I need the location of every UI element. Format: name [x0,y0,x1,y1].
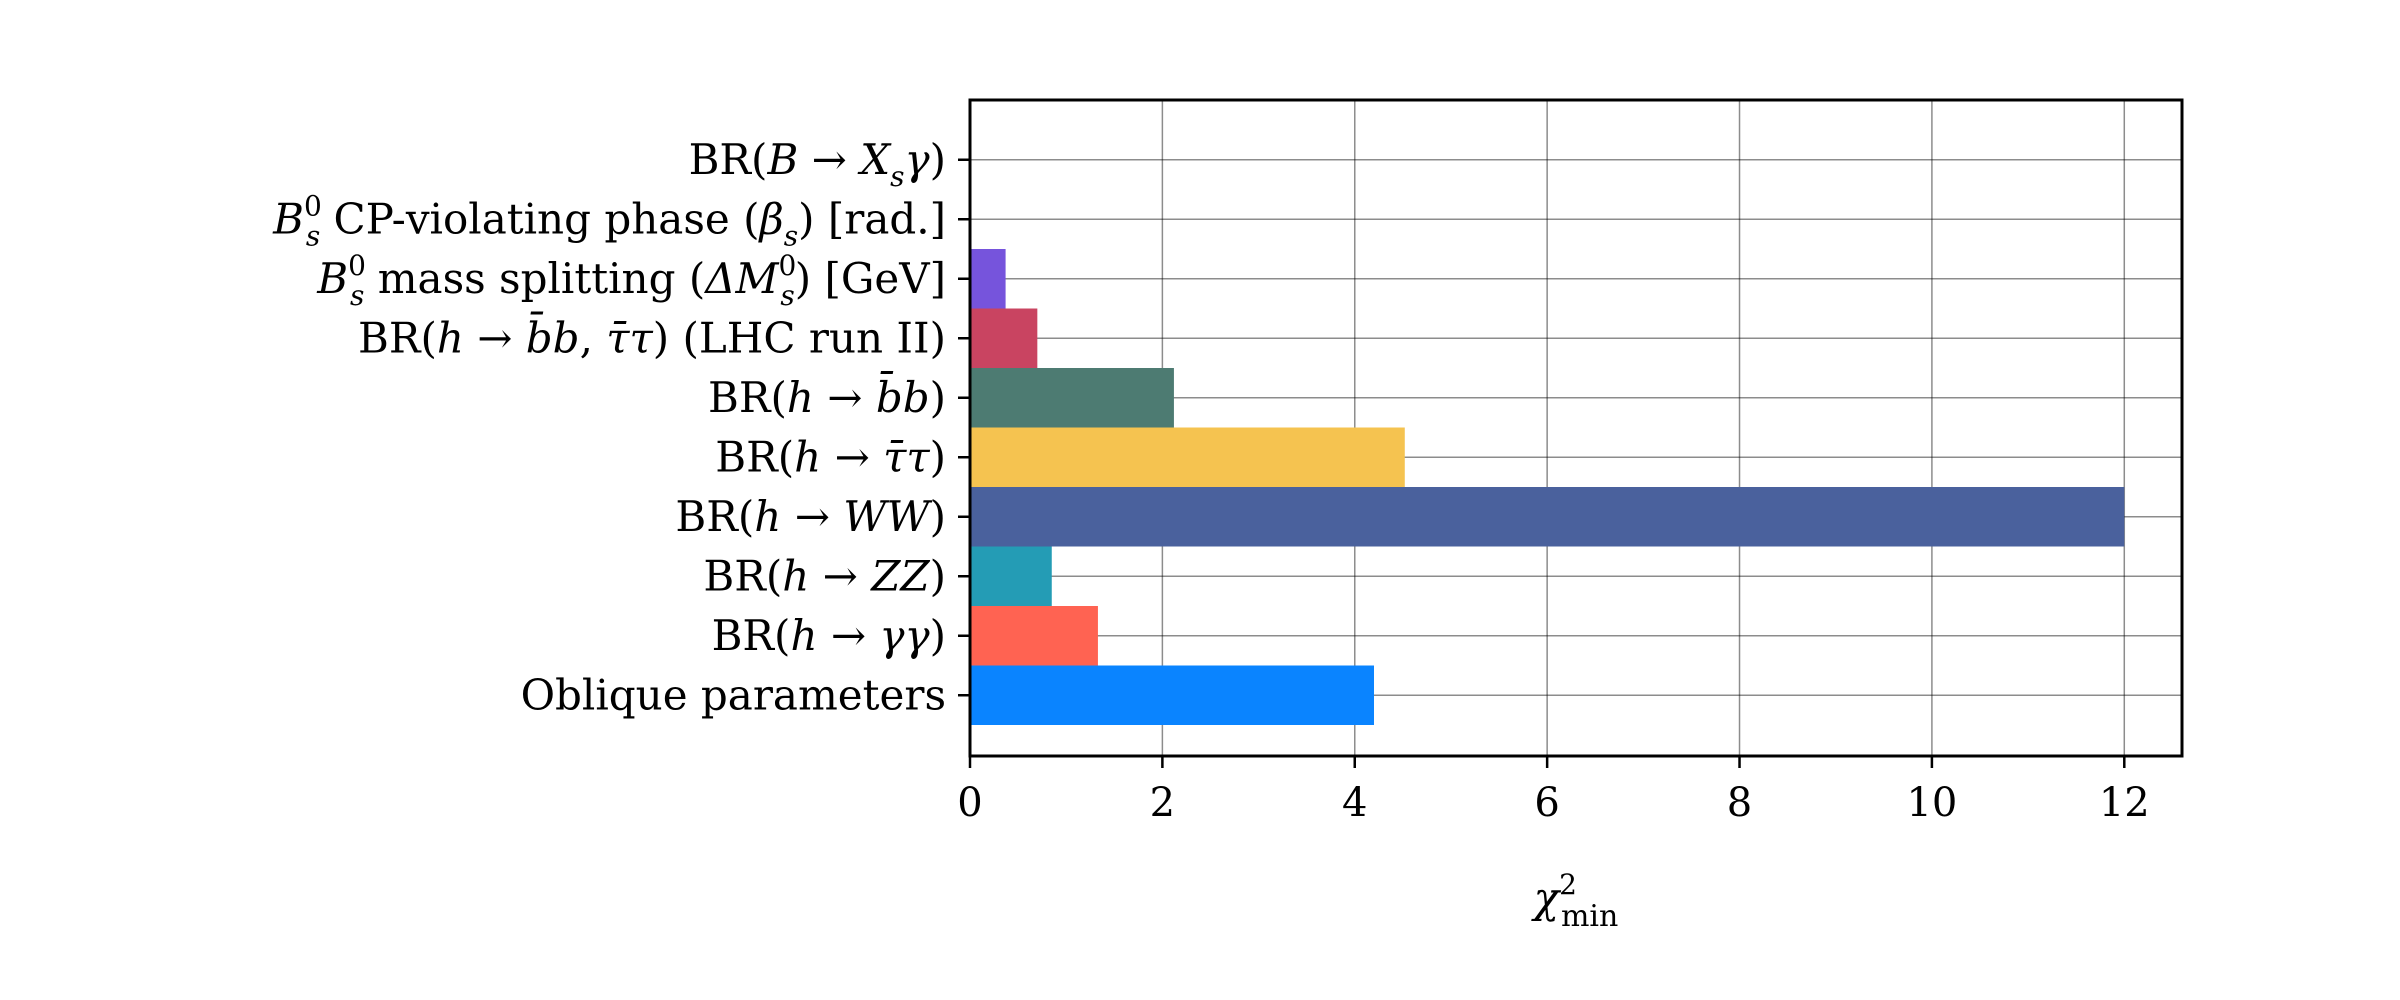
bars [970,249,2125,725]
bar [970,427,1405,487]
bar [970,249,1006,309]
y-category-label: BR(h → b̄b) [708,370,946,422]
bar [970,368,1174,428]
y-category-label: BR(h → τ̄τ) [715,432,946,481]
x-tick-label: 4 [1342,780,1367,826]
y-category-label: B0 s CP-violating phase (βs) [rad.] [272,189,946,252]
x-axis-ticks: 0 2 4 6 8 10 12 [957,756,2150,826]
y-category-label: BR(h → ZZ) [703,551,946,600]
bar [970,308,1038,368]
plot-frame [968,98,2184,758]
bar [970,546,1052,606]
x-tick-label: 0 [957,780,982,826]
x-tick-label: 12 [2099,780,2150,826]
x-tick-label: 6 [1534,780,1559,826]
y-category-label: Oblique parameters [521,670,946,719]
x-tick-label: 8 [1727,780,1752,826]
y-axis-category-labels: Oblique parameters BR(h → γγ) BR(h → ZZ) BR… [272,135,970,719]
y-category-label: BR(h → γγ) [712,611,946,660]
x-tick-label: 2 [1150,780,1175,826]
y-category-label: BR(h → WW) [675,492,946,541]
x-tick-label: 10 [1906,780,1957,826]
bar [970,606,1098,666]
bar [970,665,1374,725]
y-category-label: BR(B → Xsγ) [689,135,946,193]
y-category-label: B0 s mass splitting (ΔM0 s) [GeV] [316,249,946,312]
x-axis-label: χ2 min [1531,868,1619,934]
y-category-label: BR(h → b̄b, τ̄τ) (LHC run II) [358,310,946,362]
bar [970,487,2125,547]
